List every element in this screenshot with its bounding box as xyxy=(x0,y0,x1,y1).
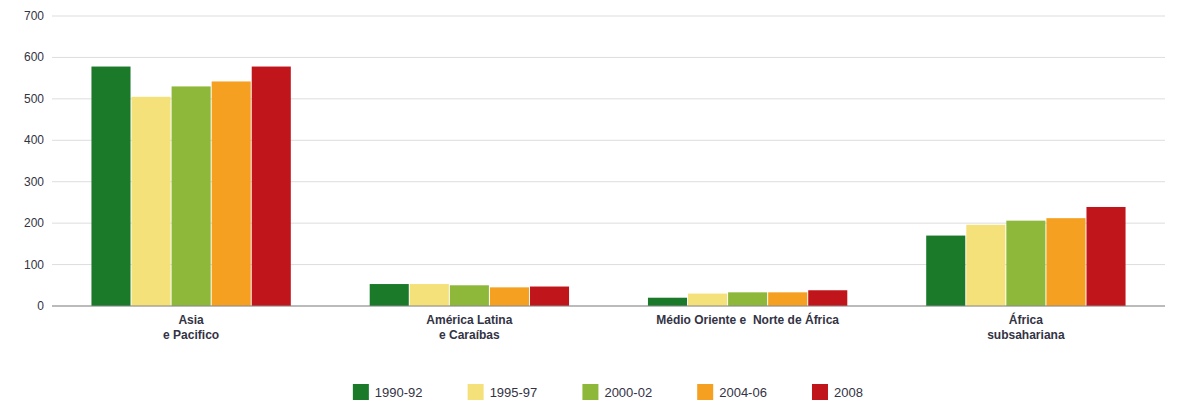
x-axis-line xyxy=(52,306,1165,307)
y-tick-label: 100 xyxy=(24,258,44,272)
bar xyxy=(132,97,171,306)
grid-line xyxy=(52,306,1165,307)
bar xyxy=(728,292,767,306)
y-tick-label: 700 xyxy=(24,9,44,23)
chart-container: 0 100 200 300 400 500 600 700 Asiae Pacifico Amér… xyxy=(0,0,1185,418)
bar xyxy=(966,225,1005,306)
bar xyxy=(91,67,130,306)
legend-label: 2004-06 xyxy=(719,385,767,400)
y-tick-label: 200 xyxy=(24,216,44,230)
bar xyxy=(768,292,807,306)
x-tick-label: Asiae Pacifico xyxy=(163,313,219,342)
legend-swatch xyxy=(353,384,369,400)
chart: 0 100 200 300 400 500 600 700 Asiae Pacifico Amér… xyxy=(0,0,1185,418)
bars xyxy=(91,67,1125,306)
bar xyxy=(530,287,569,306)
grid-line xyxy=(52,16,1165,17)
grid xyxy=(52,16,1165,306)
y-tick-label: 0 xyxy=(37,299,44,313)
legend-label: 2008 xyxy=(834,385,863,400)
x-tick-label: América Latinae Caraíbas xyxy=(426,313,512,342)
bar xyxy=(926,236,965,306)
bar xyxy=(370,284,409,306)
bar xyxy=(172,86,211,306)
bar xyxy=(808,290,847,306)
bar xyxy=(1046,218,1085,306)
bar xyxy=(1006,221,1045,306)
grid-line xyxy=(52,57,1165,58)
bar xyxy=(212,81,251,306)
x-tick-label: Médio Oriente e Norte de África xyxy=(656,312,839,327)
legend-label: 1990-92 xyxy=(375,385,423,400)
y-tick-label: 400 xyxy=(24,133,44,147)
legend-label: 2000-02 xyxy=(604,385,652,400)
bar xyxy=(252,67,291,306)
legend-label: 1995-97 xyxy=(490,385,538,400)
legend: 1990-92 1995-97 2000-02 2004-06 2008 xyxy=(353,384,863,400)
bar xyxy=(688,294,727,306)
x-tick-label: Áfricasubsahariana xyxy=(987,312,1065,342)
bar xyxy=(648,298,687,306)
bar xyxy=(450,285,489,306)
bar xyxy=(1086,207,1125,306)
y-tick-label: 600 xyxy=(24,50,44,64)
y-tick-label: 300 xyxy=(24,175,44,189)
bar xyxy=(410,284,449,306)
legend-swatch xyxy=(812,384,828,400)
y-tick-label: 500 xyxy=(24,92,44,106)
legend-swatch xyxy=(468,384,484,400)
legend-swatch xyxy=(582,384,598,400)
legend-swatch xyxy=(697,384,713,400)
bar xyxy=(490,287,529,306)
